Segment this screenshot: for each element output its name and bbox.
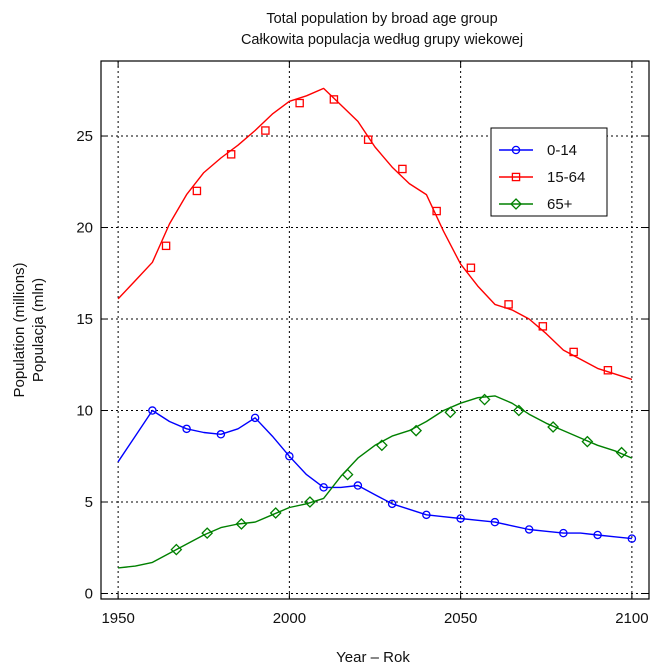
data-point-0-14 [627,534,637,543]
plot-frame [100,60,650,600]
x-tick-label: 2100 [615,610,648,627]
y-axis-label-line-2: Populacja (mln) [30,278,47,382]
data-point-15-64 [261,126,270,135]
data-point-65+ [478,393,491,406]
data-point-15-64 [569,347,578,357]
chart-title-line-2: Całkowita populacja według grupy wiekowe… [241,32,523,48]
series-layer [117,87,637,569]
x-axis-label: Year – Rok [336,649,410,666]
data-point-65+ [444,406,457,419]
series-65+ [118,393,633,569]
data-point-65+ [581,435,594,448]
data-point-65+ [615,446,628,459]
data-point-65+ [341,468,354,481]
series-0-14 [117,406,637,543]
data-point-65+ [201,527,214,540]
x-tick-label: 2050 [444,610,477,627]
y-axis-label-line-1: Population (millions) [11,262,28,397]
data-point-15-64 [504,300,513,309]
data-point-15-64 [398,164,407,174]
series-line-0-14 [117,409,632,540]
data-point-0-14 [524,525,534,534]
series-line-15-64 [117,87,633,381]
axis-ticks: 1950 2000 2050 2100 0 5 10 15 20 25 [76,61,649,627]
y-tick-label: 15 [76,311,93,328]
y-tick-label: 10 [76,403,93,420]
legend-marker-15-64 [511,172,521,182]
data-point-15-64 [466,263,476,273]
data-point-0-14 [353,481,363,490]
legend: 0-14 15-64 65+ [490,127,608,217]
data-point-0-14 [456,514,465,523]
data-point-0-14 [490,517,500,527]
legend-label-65+: 65+ [547,196,573,213]
data-point-15-64 [192,186,202,196]
data-point-15-64 [295,98,304,108]
legend-marker-0-14 [511,145,521,155]
data-point-0-14 [250,413,260,423]
legend-label-0-14: 0-14 [547,142,577,159]
series-line-65+ [118,395,633,569]
data-point-15-64 [329,95,339,104]
chart-title-line-1: Total population by broad age group [266,11,497,27]
data-point-65+ [170,543,183,556]
x-tick-label: 2000 [273,610,306,627]
data-point-65+ [269,507,282,519]
legend-label-15-64: 15-64 [547,169,585,186]
data-point-0-14 [387,499,397,509]
data-point-65+ [375,439,388,452]
y-tick-label: 0 [85,586,93,603]
data-point-0-14 [216,430,226,439]
data-point-65+ [512,404,525,417]
data-point-0-14 [319,483,328,492]
legend-marker-65+ [510,198,522,210]
x-tick-label: 1950 [101,610,134,627]
data-point-0-14 [182,424,191,434]
series-15-64 [117,87,633,381]
data-point-15-64 [432,206,441,216]
data-point-15-64 [363,135,373,144]
data-point-65+ [547,421,560,433]
y-tick-label: 20 [76,220,93,237]
data-point-65+ [304,496,316,508]
legend-box [490,127,608,217]
y-tick-label: 25 [76,128,93,145]
data-point-0-14 [593,530,602,540]
y-tick-label: 5 [85,494,93,511]
data-point-0-14 [559,528,568,538]
data-point-65+ [235,518,248,530]
data-point-0-14 [148,406,157,415]
data-point-65+ [410,424,423,437]
data-point-15-64 [161,241,171,251]
data-point-0-14 [422,510,431,520]
data-point-0-14 [285,452,294,461]
data-point-15-64 [603,366,613,375]
data-point-15-64 [538,322,548,331]
data-point-15-64 [226,150,236,159]
